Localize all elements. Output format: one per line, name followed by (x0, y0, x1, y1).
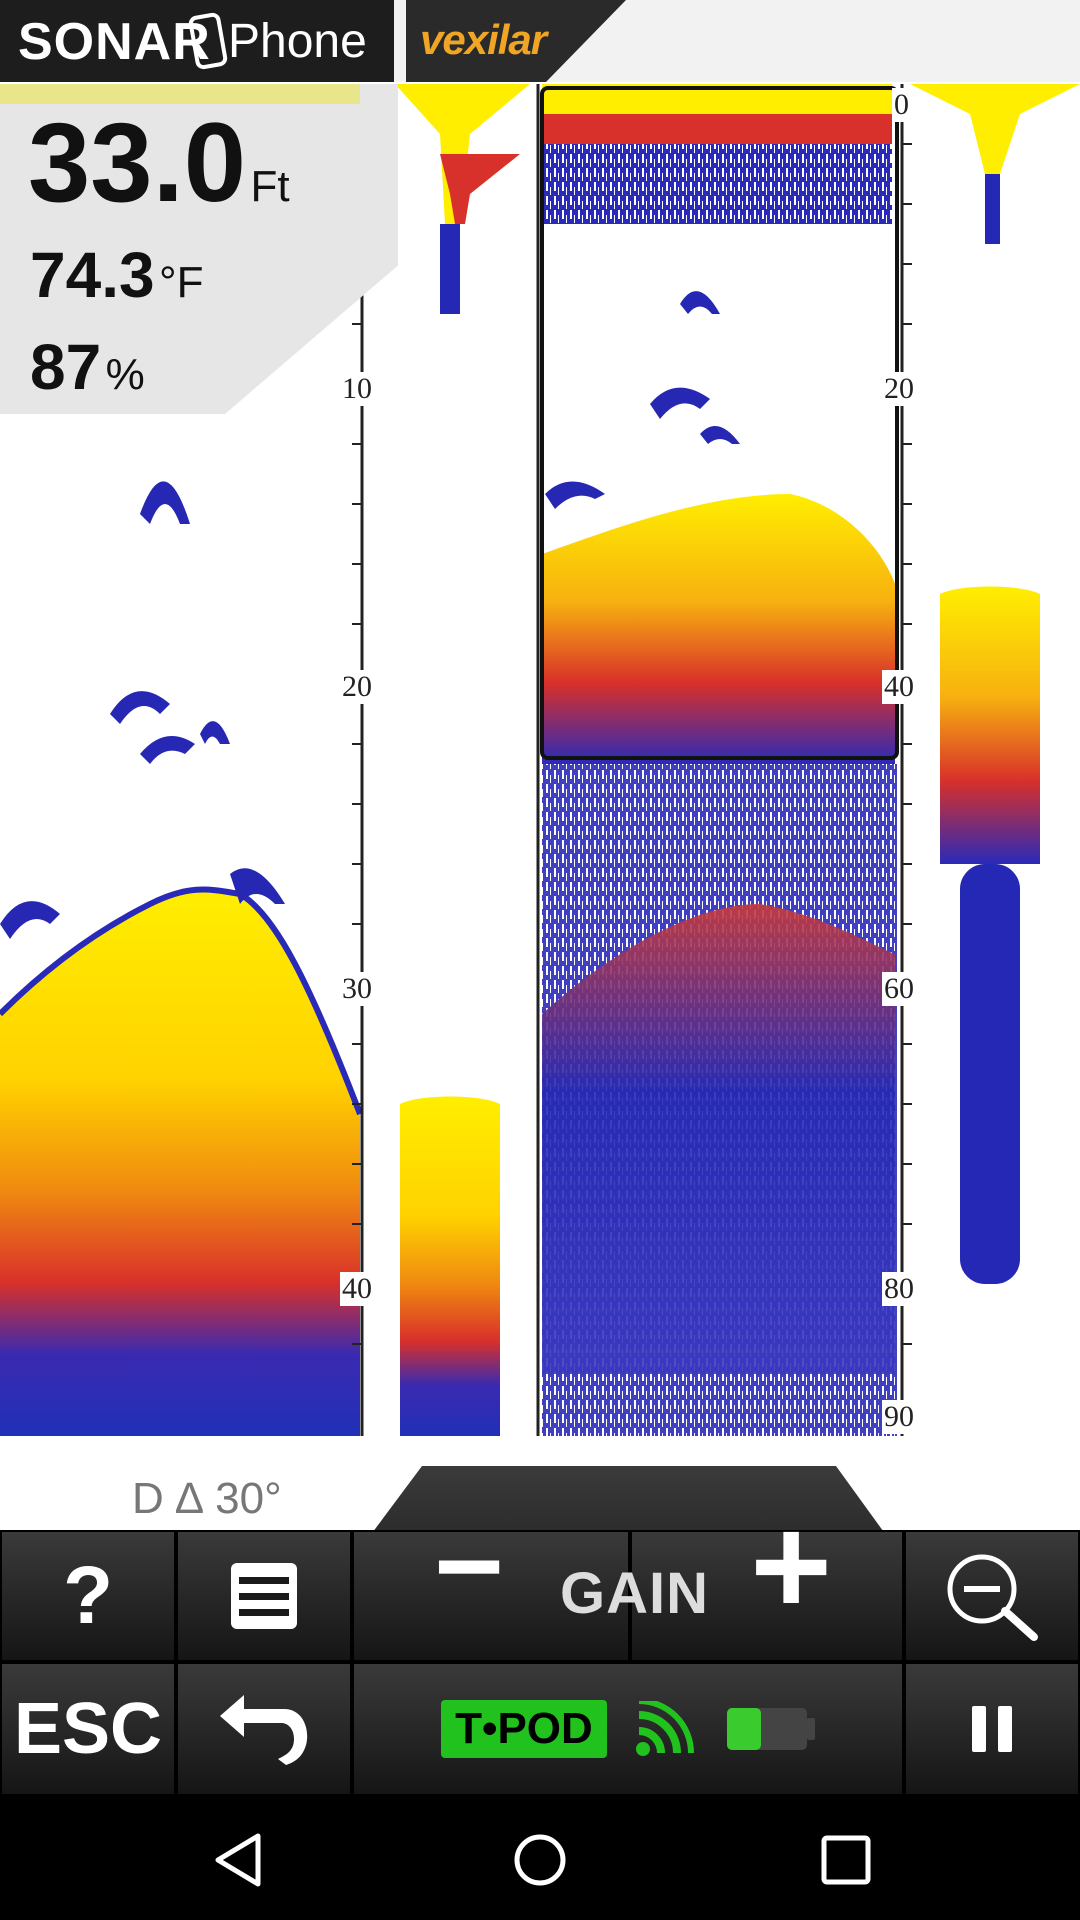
right-flasher-top-blue (985, 174, 1000, 244)
logo-phone-text: Phone (228, 15, 367, 68)
back-button[interactable] (176, 1662, 352, 1796)
connection-status-bar: T•POD (352, 1662, 904, 1796)
sonarphone-logo: SONAR Phone (0, 0, 400, 82)
right-scale-label-80: 80 (882, 1272, 916, 1306)
right-fish-arches (545, 291, 740, 509)
gain-plus-label: + (750, 1487, 832, 1644)
depth-unit: Ft (250, 162, 290, 211)
vexilar-logo-text: vexilar (420, 16, 547, 63)
left-bottom-edge (0, 886, 363, 1116)
depth-value: 33.0 (28, 100, 246, 225)
left-fish-arches (0, 481, 285, 939)
back-arrow-icon (220, 1695, 308, 1765)
battery-icon (726, 1708, 815, 1750)
temperature-unit: °F (159, 258, 204, 307)
left-flasher-bottom (400, 1096, 500, 1436)
right-bottom-return (542, 494, 895, 764)
pause-icon (972, 1706, 1012, 1752)
zoom-window-box[interactable] (540, 86, 899, 760)
right-surface-clutter (542, 144, 892, 224)
right-scale-label-60: 60 (882, 972, 916, 1006)
left-scale-label-20: 20 (340, 670, 374, 704)
mode-indicator: D ∆ 30° (132, 1474, 282, 1523)
left-bottom-return (0, 889, 360, 1436)
help-label: ? (62, 1550, 114, 1641)
depth-readout: 33.0 Ft (28, 98, 290, 227)
gain-minus-button[interactable]: − (352, 1499, 630, 1662)
gain-label: GAIN (560, 1561, 709, 1626)
android-nav-bar (0, 1796, 1080, 1920)
left-flasher-top-blue (440, 224, 460, 314)
battery-readout: 87 % (30, 330, 145, 404)
logo-sonar-text: SONAR (18, 13, 211, 71)
menu-button[interactable] (176, 1530, 352, 1662)
battery-value: 87 (30, 331, 102, 403)
nav-recents-icon[interactable] (818, 1832, 874, 1888)
menu-icon (231, 1563, 297, 1629)
right-scale-label-20: 20 (882, 372, 916, 406)
left-flasher-top-red (440, 154, 520, 224)
esc-label: ESC (13, 1689, 163, 1769)
right-flasher-top (910, 84, 1080, 174)
esc-button[interactable]: ESC (0, 1662, 176, 1796)
sonar-display[interactable] (0, 84, 1080, 1436)
temperature-value: 74.3 (30, 239, 155, 311)
right-scale-ticks (902, 143, 912, 1345)
zoom-out-icon (947, 1554, 1038, 1641)
nav-back-icon[interactable] (210, 1830, 266, 1890)
gain-minus-label: − (434, 1499, 505, 1633)
right-flasher-mid (940, 586, 1040, 864)
battery-unit: % (105, 350, 145, 399)
right-flasher-deep (960, 864, 1020, 1284)
vexilar-logo (406, 0, 546, 82)
vexilar-logo-slant (546, 0, 626, 82)
readout-surface-strip (0, 84, 360, 104)
left-scale-ticks (352, 143, 362, 1345)
zoom-out-button[interactable] (904, 1530, 1080, 1662)
tpod-badge: T•POD (441, 1700, 607, 1758)
pause-button[interactable] (904, 1662, 1080, 1796)
left-scale-label-10: 10 (340, 372, 374, 406)
nav-home-icon[interactable] (512, 1830, 568, 1890)
right-second-bottom (542, 904, 895, 1374)
right-scale-label-0: 0 (892, 88, 911, 122)
help-button[interactable]: ? (0, 1530, 176, 1662)
temperature-readout: 74.3 °F (30, 238, 204, 312)
left-scale-label-40: 40 (340, 1272, 374, 1306)
right-scale-label-90: 90 (882, 1400, 916, 1434)
wifi-signal-icon (635, 1701, 694, 1756)
left-scale-label-30: 30 (340, 972, 374, 1006)
right-scale-label-40: 40 (882, 670, 916, 704)
gain-plus-button[interactable]: + (630, 1487, 904, 1662)
